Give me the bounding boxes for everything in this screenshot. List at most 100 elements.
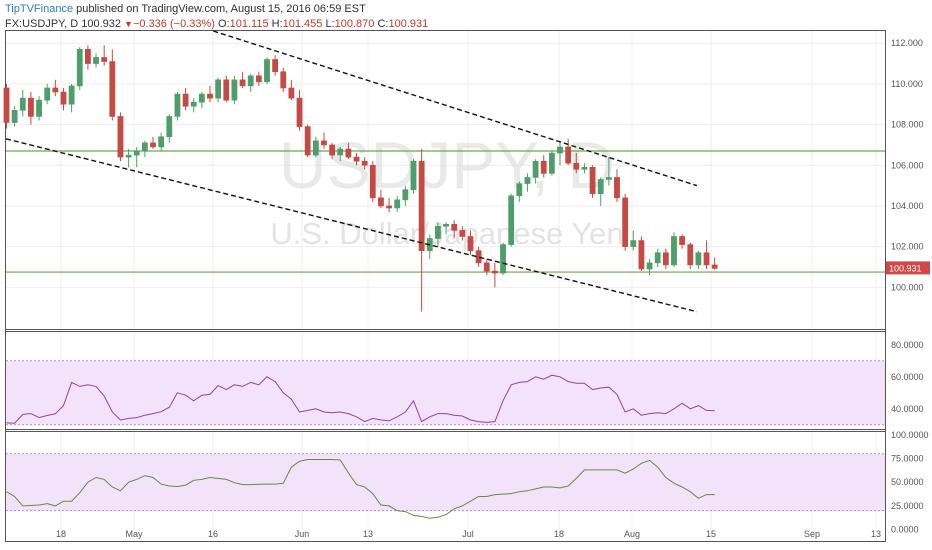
candle-body <box>573 162 580 170</box>
candle-body <box>581 166 588 170</box>
candle-body <box>133 150 140 156</box>
candle-body <box>150 142 156 148</box>
candle-body <box>255 75 262 83</box>
candle-body <box>109 61 116 117</box>
high-label: H: <box>271 18 283 30</box>
candle-body <box>223 79 230 101</box>
stochastic-tick-label: 100.0000 <box>891 430 929 440</box>
candle-body <box>312 140 319 156</box>
candle-body <box>182 93 189 107</box>
candle-body <box>435 225 441 239</box>
last-price: 100.932 <box>81 18 121 30</box>
date-tick-label: 13 <box>363 529 373 539</box>
watermark-symbol: USDJPY, D <box>279 128 615 202</box>
candle-body <box>662 252 669 266</box>
candle-body <box>369 164 376 199</box>
date-tick-label: 16 <box>208 529 218 539</box>
down-arrow-icon: ▼ <box>124 19 133 29</box>
candle-body <box>410 160 417 190</box>
candle-body <box>125 154 132 158</box>
candle-body <box>703 252 710 266</box>
candle-body <box>288 87 295 99</box>
watermark: USDJPY, D U.S. Dollar/Japanese Yen <box>270 128 623 251</box>
stochastic-tick-label: 75.0000 <box>891 454 924 464</box>
candle-body <box>337 148 344 156</box>
indicator-band <box>6 453 885 511</box>
stochastic-tick-label: 50.0000 <box>891 477 924 487</box>
candle-body <box>524 177 531 184</box>
open-label: O: <box>217 18 230 30</box>
candle-body <box>85 49 91 64</box>
candle-body <box>418 160 425 251</box>
candle-body <box>321 140 327 146</box>
price-tick-label: 108.000 <box>891 120 924 130</box>
date-tick-label: 13 <box>871 529 881 539</box>
candle-body <box>532 160 539 178</box>
date-tick-label: Sep <box>804 529 820 539</box>
close-value: 100.931 <box>388 18 429 30</box>
candle-body <box>28 97 34 117</box>
candle-body <box>386 205 392 209</box>
date-tick-label: Aug <box>624 529 640 539</box>
open-value: 101.115 <box>229 18 269 30</box>
candle-body <box>483 262 490 272</box>
pane-separators <box>6 31 886 541</box>
candle-body <box>459 230 466 237</box>
candle-body <box>394 199 401 209</box>
publish-text: published on TradingView.com, August 15,… <box>73 3 366 15</box>
candle-body <box>329 144 335 156</box>
candle-body <box>443 223 449 227</box>
candle-body <box>711 264 718 269</box>
candle-body <box>190 101 197 107</box>
candle-body <box>638 240 645 270</box>
candle-body <box>52 87 59 93</box>
candle-body <box>540 160 547 174</box>
watermark-description: U.S. Dollar/Japanese Yen <box>270 216 623 251</box>
candle-body <box>264 59 270 83</box>
candle-body <box>247 75 254 87</box>
candle-body <box>166 116 173 138</box>
author-link[interactable]: TipTVFinance <box>5 3 74 15</box>
candle-body <box>36 99 42 117</box>
date-tick-label: 15 <box>706 529 716 539</box>
rsi-line <box>6 374 715 424</box>
candle-body <box>467 236 474 251</box>
price-tick-label: 112.000 <box>891 38 923 48</box>
price-tick-label: 110.000 <box>891 79 923 89</box>
close-label: C: <box>377 18 389 30</box>
candle-body <box>304 126 311 156</box>
candle-body <box>3 87 10 123</box>
candle-body <box>646 262 653 270</box>
price-tick-label: 100.000 <box>891 282 924 292</box>
stochastic-line <box>6 459 715 519</box>
candle-body <box>11 110 18 123</box>
candle-body <box>402 189 409 201</box>
candle-body <box>361 160 368 166</box>
candle-body <box>117 116 124 158</box>
candle-body <box>141 142 148 152</box>
candle-body <box>19 97 26 111</box>
candle-body <box>345 148 352 158</box>
ohlc-legend: FX:USDJPY, D 100.932 ▼−0.336 (−0.33%) O:… <box>5 18 428 30</box>
indicator-bands <box>6 360 885 512</box>
date-tick-label: Jun <box>295 529 310 539</box>
date-tick-label: May <box>125 529 143 539</box>
candle-body <box>671 236 677 266</box>
indicator-lines <box>6 374 715 519</box>
date-tick-label: Jul <box>462 529 474 539</box>
candle-body <box>239 79 246 87</box>
candle-body <box>597 179 604 195</box>
candle-body <box>353 156 360 162</box>
date-tick-label: 18 <box>56 529 66 539</box>
candle-body <box>101 57 108 62</box>
horizontal-lines <box>6 150 885 273</box>
candle-body <box>557 146 563 154</box>
last-price-tag-label: 100.931 <box>889 263 922 273</box>
candle-body <box>272 59 279 72</box>
stochastic-tick-label: 0.0000 <box>891 525 919 535</box>
candle-body <box>565 146 572 164</box>
date-tick-label: 18 <box>554 529 564 539</box>
trend-line <box>5 138 698 313</box>
candle-body <box>654 252 661 264</box>
